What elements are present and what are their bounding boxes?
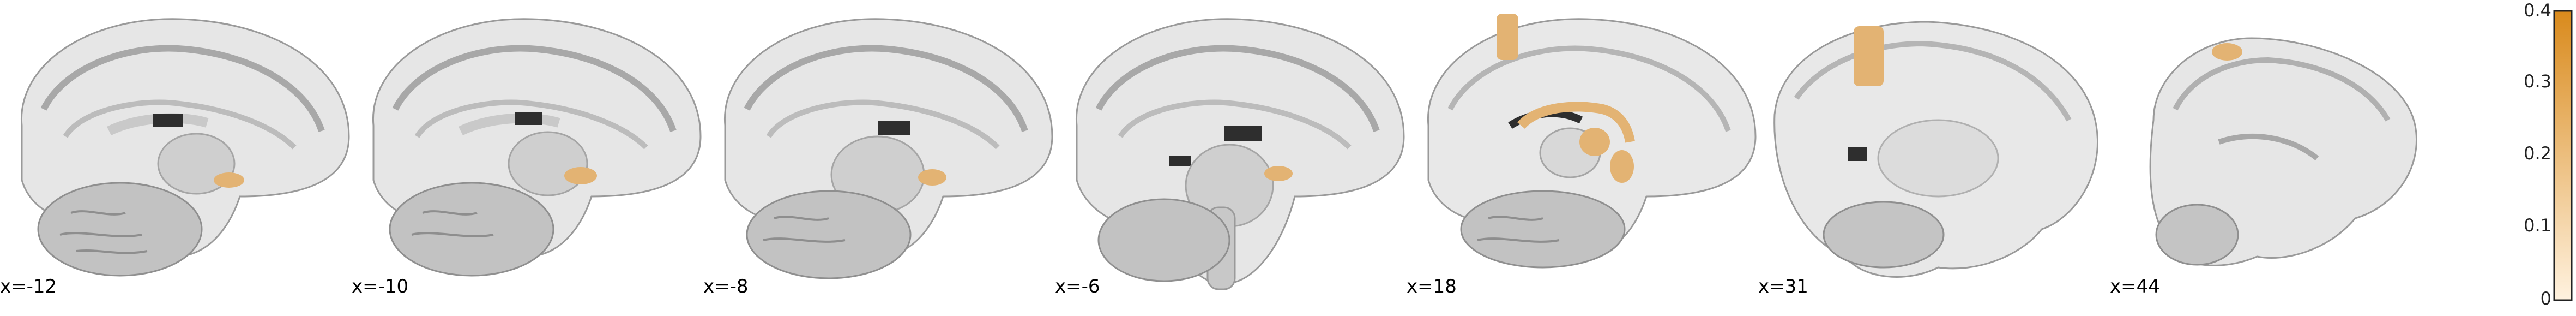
- slice-x-minus-6: x=-6: [1055, 0, 1409, 314]
- overlay-regions: [1497, 14, 1635, 183]
- slice-label: x=-6: [1055, 276, 1100, 297]
- overlay-blob: [2212, 43, 2242, 61]
- slice-label: x=-8: [703, 276, 749, 297]
- colorbar-container: 0.4 0.3 0.2 0.1 0: [2508, 0, 2576, 314]
- overlay-blob: [214, 172, 244, 188]
- colorbar-gradient: [2553, 10, 2573, 301]
- brain-slice-image: [21, 18, 350, 277]
- colorbar-tick: 0.4: [2524, 0, 2551, 21]
- brain-slice-image: [1427, 14, 1757, 269]
- brain-slice-image: [372, 18, 702, 277]
- slice-label: x=18: [1407, 276, 1457, 297]
- slice-label: x=44: [2110, 276, 2160, 297]
- brain-slice-image: [2149, 37, 2417, 266]
- brain-slice-image: [1773, 21, 2098, 278]
- colorbar-tick: 0: [2540, 288, 2551, 309]
- colorbar: [2553, 10, 2573, 301]
- slice-label: x=-12: [0, 276, 57, 297]
- slice-x-minus-12: x=-12: [0, 0, 354, 314]
- colorbar-tick: 0.3: [2524, 71, 2551, 92]
- colorbar-tick: 0.2: [2524, 143, 2551, 164]
- slice-x-44: x=44: [2110, 0, 2437, 314]
- brain-slice-image: [1076, 18, 1405, 290]
- slice-x-minus-8: x=-8: [703, 0, 1058, 314]
- overlay-blob: [1854, 26, 1884, 86]
- colorbar-tick: 0.1: [2524, 215, 2551, 236]
- slice-x-18: x=18: [1407, 0, 1761, 314]
- overlay-blob: [564, 167, 597, 184]
- slice-x-31: x=31: [1758, 0, 2113, 314]
- slice-label: x=-10: [352, 276, 409, 297]
- slice-label: x=31: [1758, 276, 1808, 297]
- brain-slice-image: [724, 18, 1053, 279]
- overlay-blob: [918, 169, 946, 186]
- slice-x-minus-10: x=-10: [352, 0, 706, 314]
- overlay-blob: [1264, 166, 1293, 181]
